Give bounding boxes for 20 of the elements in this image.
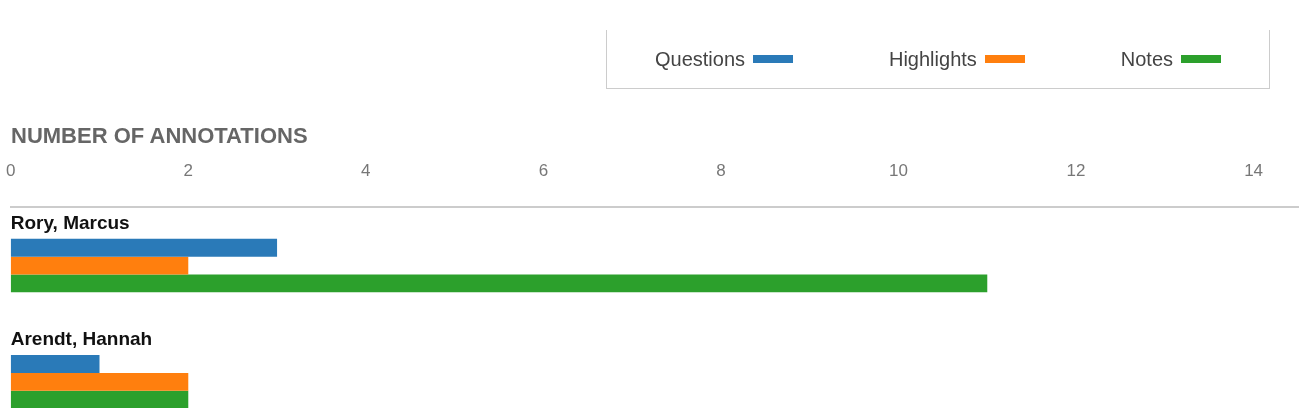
legend-label: Questions: [654, 47, 746, 71]
x-tick-label: 6: [538, 160, 549, 180]
bar: [10, 372, 189, 391]
x-tick-label: 0: [5, 160, 16, 180]
y-tick-label: Arendt, Hannah: [10, 327, 153, 349]
x-tick-label: 8: [716, 160, 726, 180]
legend-label: Highlights: [888, 47, 977, 71]
x-tick-label: 12: [1066, 160, 1086, 180]
x-tick-label: 10: [889, 160, 908, 180]
x-tick-label: 14: [1244, 160, 1264, 180]
bar: [10, 256, 189, 275]
bar: [10, 390, 189, 408]
bar: [10, 238, 278, 257]
y-tick-label: Rory, Marcus: [10, 211, 130, 233]
x-tick-label: 2: [183, 160, 194, 180]
bar: [10, 355, 100, 373]
bar: [10, 274, 988, 293]
legend-label: Notes: [1120, 47, 1174, 71]
chart-title: NUMBER OF ANNOTATIONS: [11, 123, 308, 149]
x-tick-label: 4: [361, 160, 371, 180]
